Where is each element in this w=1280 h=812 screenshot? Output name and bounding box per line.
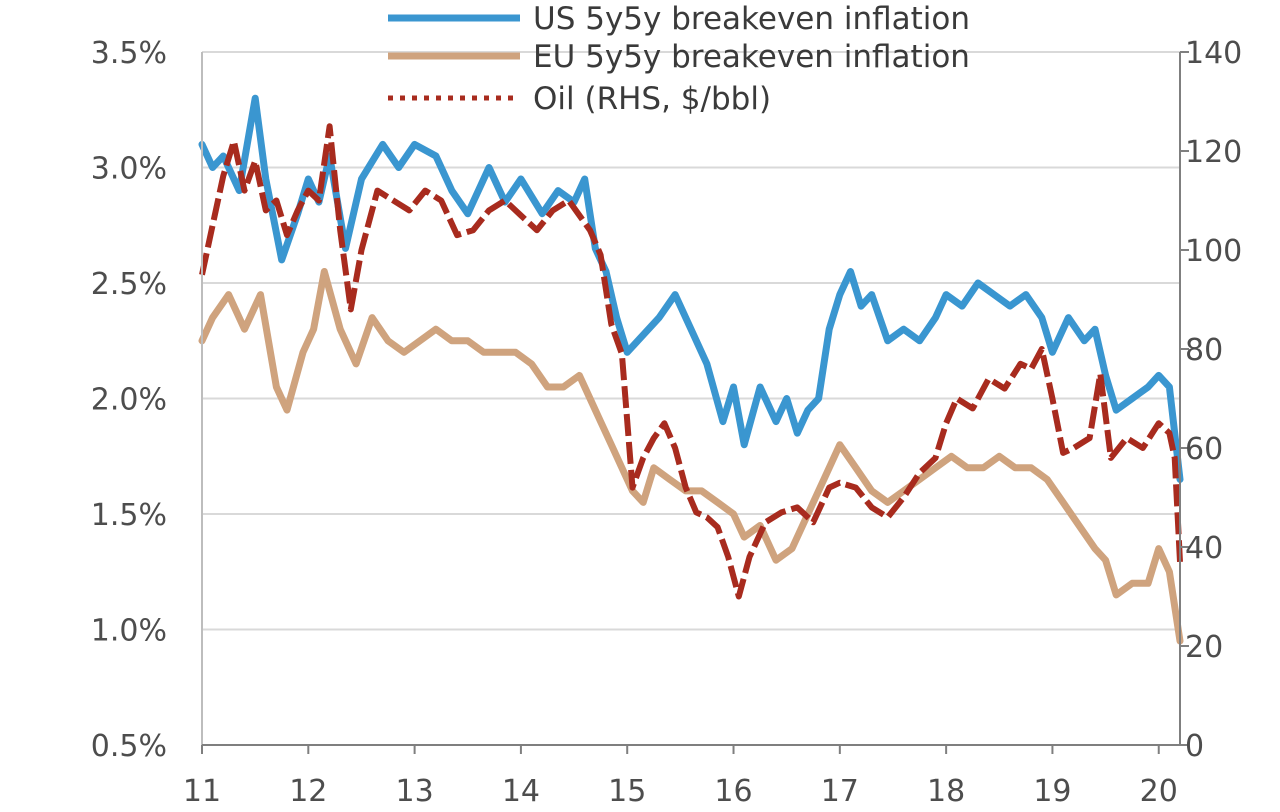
x-tick-label: 18 xyxy=(927,774,965,809)
legend-label-1: EU 5y5y breakeven inflation xyxy=(533,39,970,75)
x-tick-label: 13 xyxy=(396,774,434,809)
y-right-tick-label: 40 xyxy=(1185,531,1223,566)
x-tick-label: 16 xyxy=(714,774,752,809)
series-lines xyxy=(198,94,1184,645)
x-tick-label: 19 xyxy=(1033,774,1071,809)
series-line-1 xyxy=(198,268,1184,645)
x-tick-label: 15 xyxy=(608,774,646,809)
y-left-tick-label: 1.0% xyxy=(91,614,167,649)
y-right-tick-label: 80 xyxy=(1185,333,1223,368)
axes xyxy=(201,52,1181,746)
series-line-0 xyxy=(198,94,1184,483)
x-tick-label: 12 xyxy=(289,774,327,809)
y-right-tick-label: 0 xyxy=(1185,729,1204,764)
y-left-tick-label: 2.0% xyxy=(91,383,167,418)
legend-label-0: US 5y5y breakeven inflation xyxy=(533,1,970,37)
x-tick-label: 17 xyxy=(821,774,859,809)
y-left-tick-label: 3.5% xyxy=(91,36,167,71)
legend-label-2: Oil (RHS, $/bbl) xyxy=(533,81,771,117)
y-left-tick-label: 2.5% xyxy=(91,267,167,302)
y-right-tick-label: 140 xyxy=(1185,36,1242,71)
y-right-tick-label: 20 xyxy=(1185,630,1223,665)
tick-labels: 0.5%1.0%1.5%2.0%2.5%3.0%3.5%020406080100… xyxy=(91,36,1242,809)
y-left-tick-label: 0.5% xyxy=(91,729,167,764)
y-right-tick-label: 120 xyxy=(1185,135,1242,170)
y-right-tick-label: 100 xyxy=(1185,234,1242,269)
y-left-tick-label: 3.0% xyxy=(91,152,167,187)
y-left-tick-label: 1.5% xyxy=(91,498,167,533)
x-tick-label: 14 xyxy=(502,774,540,809)
series-line-2 xyxy=(199,123,1183,600)
y-right-tick-label: 60 xyxy=(1185,432,1223,467)
x-tick-label: 11 xyxy=(183,774,221,809)
x-tick-label: 20 xyxy=(1140,774,1178,809)
